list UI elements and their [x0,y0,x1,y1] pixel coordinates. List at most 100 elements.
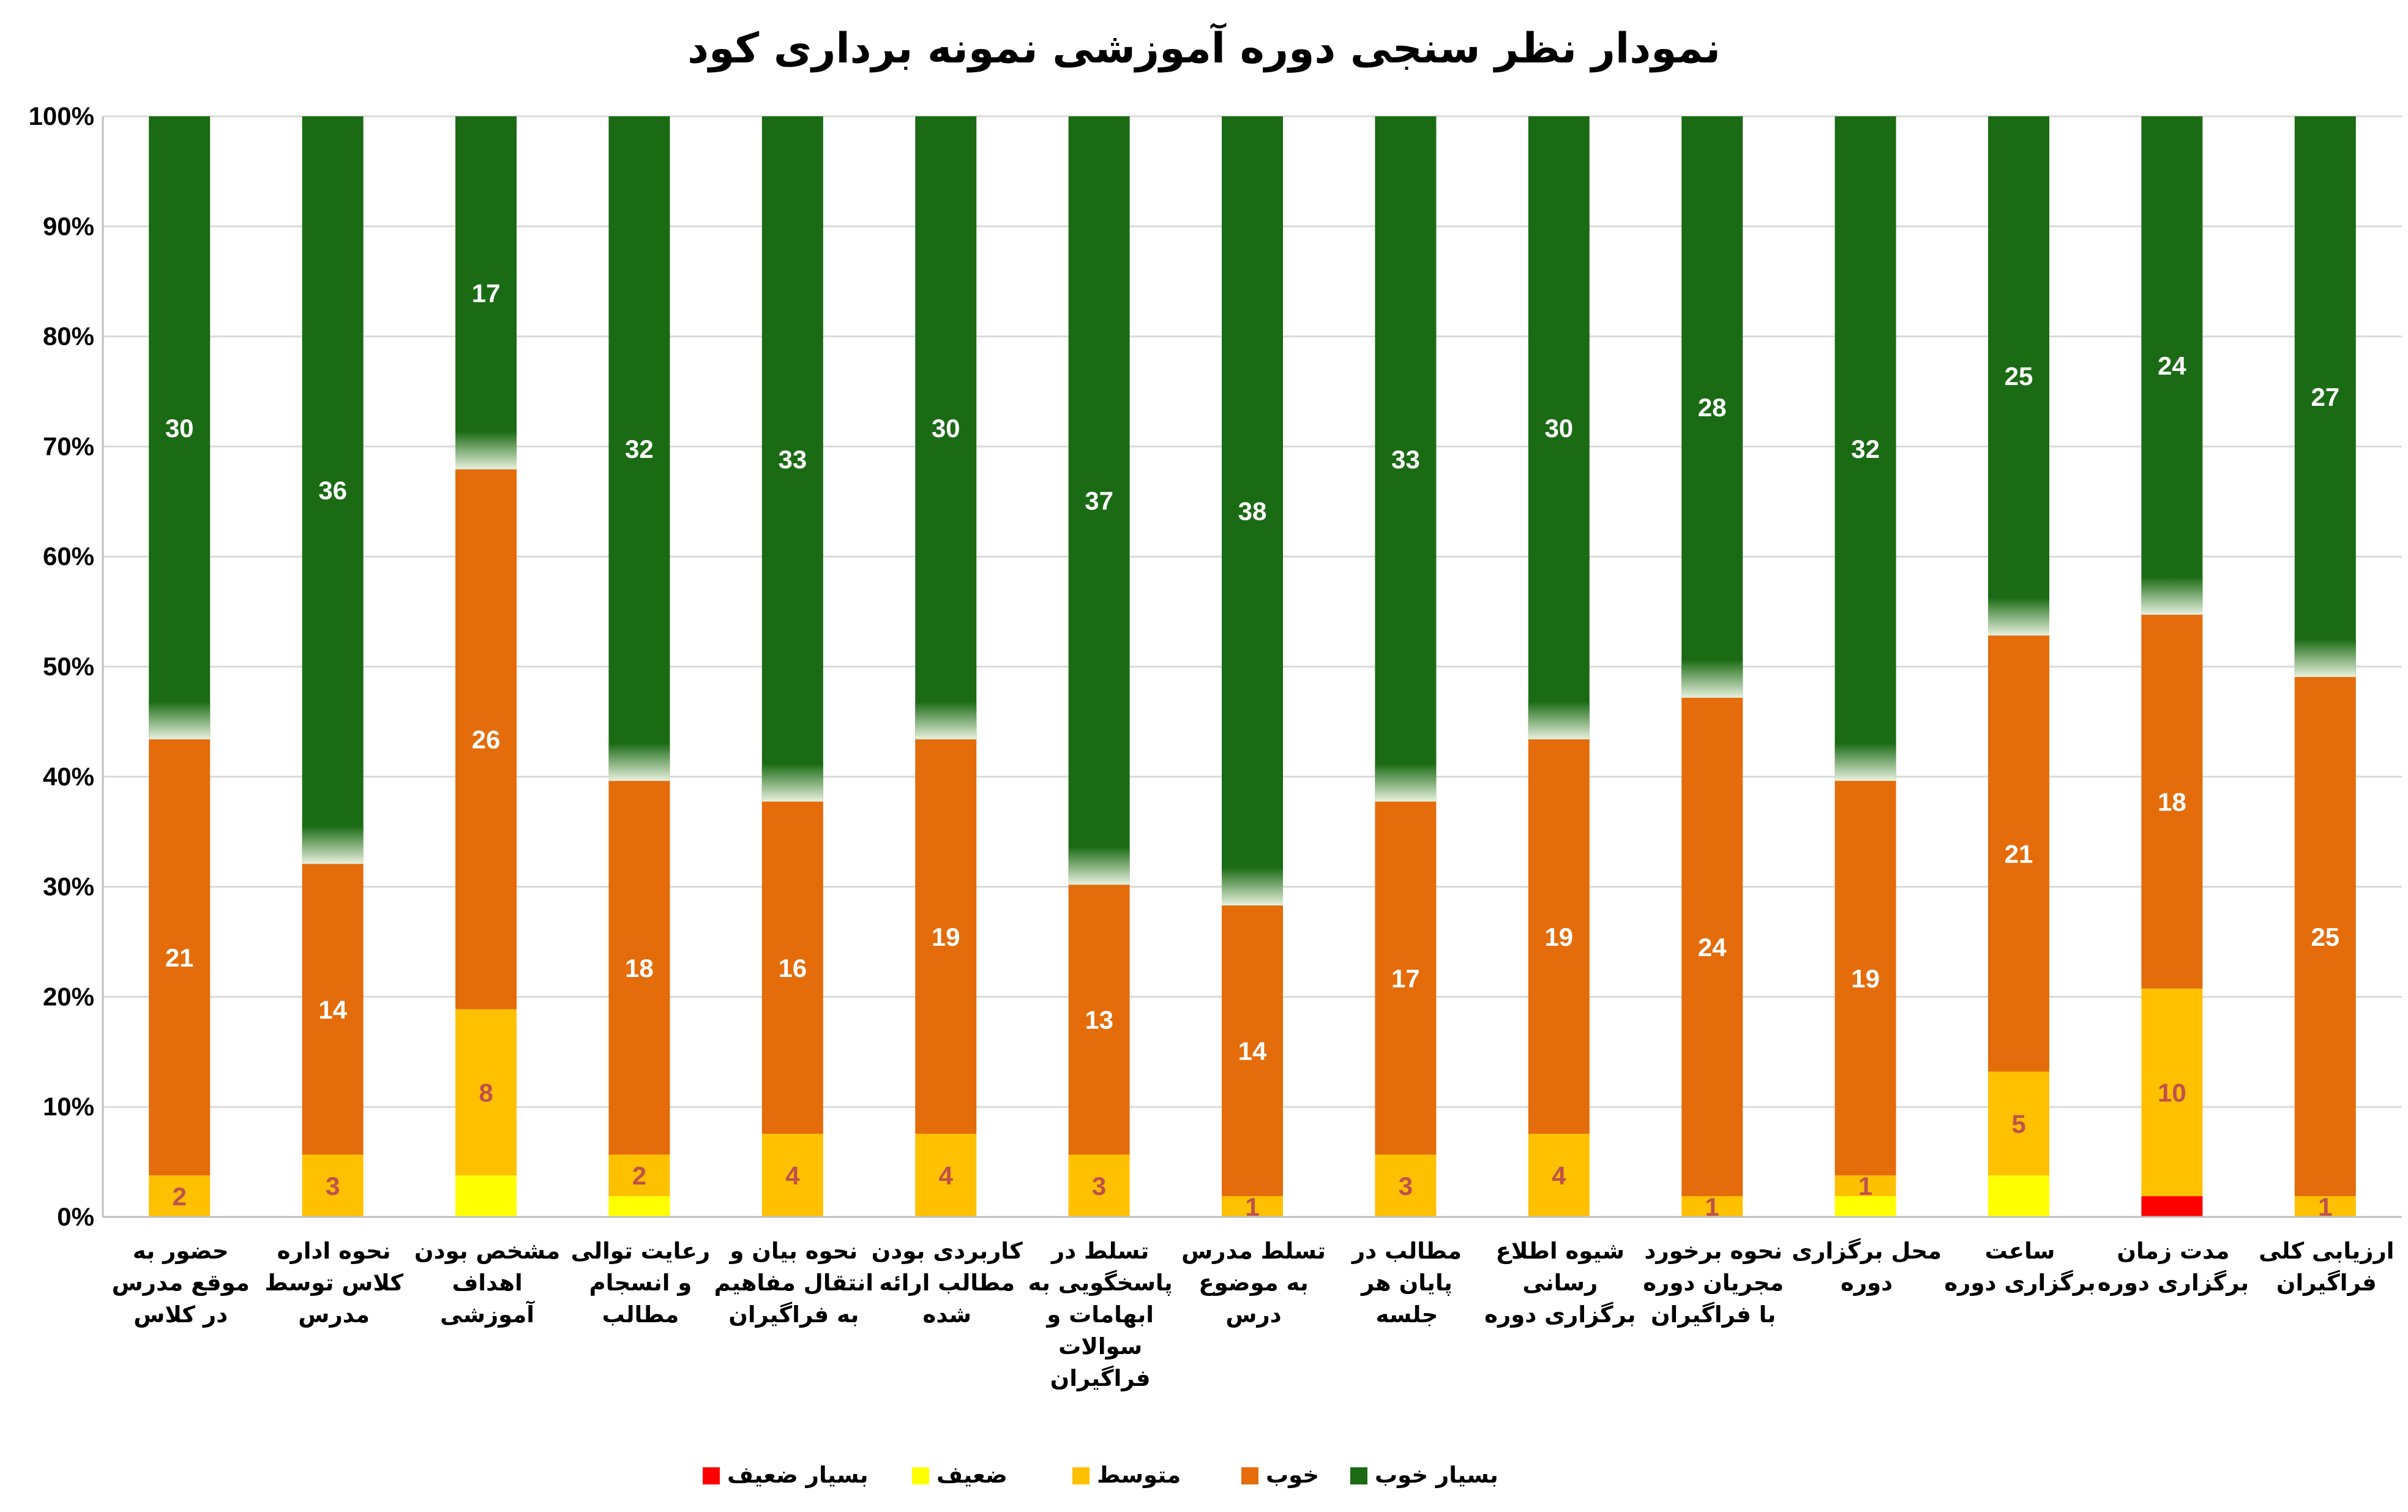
x-tick-label: آموزشی [440,1300,535,1328]
x-tick-label: مطالب ارائه [879,1270,1015,1296]
y-tick-label: 90% [43,212,94,241]
data-label: 1 [1705,1192,1719,1221]
data-label: 30 [1544,414,1573,443]
y-tick-label: 70% [43,432,94,460]
y-tick-label: 0% [57,1202,94,1231]
legend-label: بسیار ضعیف [727,1462,869,1488]
bar-segment [761,1134,823,1217]
x-tick-label: ابهامات و [1045,1301,1154,1328]
data-label: 19 [1544,923,1573,951]
x-tick-label: مشخص بودن [414,1238,560,1264]
bar-segment [1375,116,1437,802]
data-label: 30 [932,414,960,443]
bar-fade [1375,763,1437,802]
bar-segment [1988,635,2049,1072]
data-label: 30 [165,414,194,443]
x-tick-label: مدت زمان [2117,1238,2229,1264]
x-tick-label: نحوه برخورد [1644,1238,1782,1264]
legend-swatch [703,1467,720,1484]
x-tick-label: به فراگیران [728,1301,859,1328]
bar-fade [2294,638,2356,677]
x-tick-label: شده [922,1301,971,1328]
bar-segment [1068,1155,1130,1217]
bar-segment [302,116,364,864]
bar-segment [608,780,670,1155]
bar-segment [608,116,670,781]
bar-segment [455,469,517,1009]
data-label: 2 [173,1182,187,1211]
x-tick-label: ارزیابی کلی [2259,1238,2394,1264]
data-label: 25 [2311,923,2339,951]
bar-fade [1068,847,1130,885]
data-label: 24 [2158,351,2186,380]
bar-fade [1988,597,2049,636]
bar-segment [761,801,823,1134]
x-tick-label: سوالات [1058,1333,1142,1360]
x-tick-label: نحوه بیان و [728,1238,858,1264]
data-label: 4 [1552,1161,1566,1190]
bar-segment [455,1009,517,1176]
bar-segment [1375,801,1437,1155]
data-label: 10 [2158,1078,2186,1107]
bar-segment [1068,116,1130,885]
data-label: 32 [1851,435,1880,463]
legend-label: ضعیف [937,1462,1008,1488]
data-label: 26 [472,725,501,754]
bar-segment [915,116,977,739]
data-label: 13 [1085,1006,1113,1035]
data-label: 17 [1391,964,1420,993]
y-tick-label: 80% [43,322,94,351]
y-tick-label: 100% [29,102,94,130]
bar-segment [2141,1196,2203,1217]
data-label: 4 [785,1161,800,1190]
x-tick-label: برگزاری دوره [1944,1270,2095,1296]
x-tick-label: موقع مدرس [112,1270,250,1296]
x-tick-label: ساعت [1985,1238,2055,1264]
y-axis: 0% 10% 20% 30% 40% 50% 60% 70% 80% 90% 100% [29,102,104,1231]
legend-swatch [1072,1467,1090,1484]
x-tick-label: به موضوع [1198,1270,1309,1296]
bar-segment [1222,905,1283,1197]
data-label: 18 [2158,788,2186,817]
data-label: 1 [1858,1172,1872,1200]
y-tick-label: 10% [43,1092,94,1121]
legend-swatch [912,1467,929,1484]
bar-fade [2141,577,2203,615]
bar-segment [1222,116,1283,906]
data-label: 17 [472,279,501,307]
data-label: 33 [778,445,807,474]
x-tick-label: و انسجام [589,1270,692,1297]
legend-label: خوب [1266,1462,1319,1488]
bar-segment [1681,116,1743,698]
bar-fade [302,826,364,864]
legend-swatch [1241,1467,1258,1484]
data-label: 2 [632,1161,646,1190]
bar-segment [1681,1196,1743,1217]
x-tick-label: شیوه اطلاع [1496,1238,1625,1264]
data-label: 3 [1092,1172,1106,1200]
x-tick-label: تسلط در [1050,1238,1149,1264]
bar-segment [1681,697,1743,1197]
y-tick-label: 20% [43,982,94,1011]
bar-fade [761,763,823,802]
x-tick-label: حضور به [133,1238,229,1264]
bar-segment [1528,739,1590,1134]
legend: بسیار ضعیف ضعیف متوسط خوب بسیار خوب [703,1462,1498,1488]
bar-segment [1222,1196,1283,1217]
bar-fade [149,701,211,739]
x-axis: حضور به موقع مدرس در کلاس نحوه اداره کلاس تو… [103,1216,2402,1391]
y-tick-label: 40% [43,762,94,791]
x-tick-label: اهداف [452,1270,522,1296]
data-label: 14 [1238,1037,1267,1066]
data-label: 38 [1238,497,1267,526]
bar-segment [1988,1071,2049,1176]
y-tick-label: 50% [43,652,94,681]
x-tick-label: پاسخگویی به [1028,1270,1173,1296]
data-label: 1 [1245,1192,1259,1221]
bar-segment [2294,676,2356,1197]
bar-segment [2141,615,2203,989]
x-tick-label: کلاس توسط [264,1270,403,1296]
legend-label: متوسط [1097,1462,1181,1488]
legend-swatch [1350,1467,1367,1484]
